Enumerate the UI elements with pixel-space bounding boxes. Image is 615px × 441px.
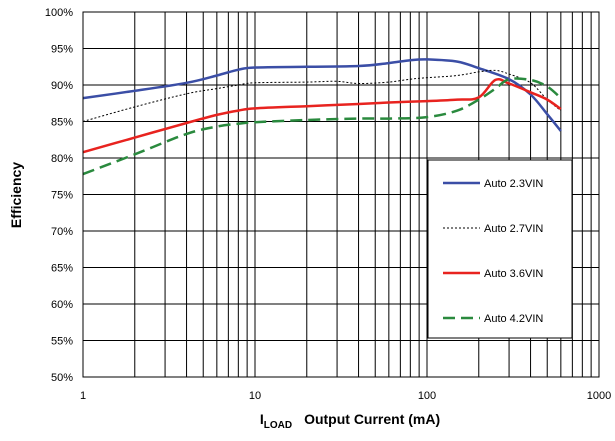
x-axis-title-subscript: LOAD — [264, 420, 292, 431]
y-tick-label: 85% — [51, 117, 73, 129]
x-tick-labels: 1 10 100 1000 — [80, 390, 611, 402]
x-tick-label: 1 — [80, 390, 86, 402]
legend-label-4: Auto 4.2VIN — [484, 313, 543, 325]
x-tick-label: 1000 — [587, 390, 611, 402]
plot-border — [82, 11, 600, 378]
y-tick-label: 65% — [51, 263, 73, 275]
y-tick-label: 50% — [51, 372, 73, 384]
y-tick-label: 95% — [51, 44, 73, 56]
x-tick-label: 10 — [249, 390, 261, 402]
legend-box — [427, 159, 573, 339]
series-line-1 — [82, 58, 562, 132]
legend: Auto 2.3VIN Auto 2.7VIN Auto 3.6VIN Auto 4.… — [427, 159, 573, 339]
x-axis-title-main: I — [260, 411, 264, 427]
series-line-4 — [82, 77, 562, 176]
y-axis-title: Efficiency — [8, 162, 24, 228]
y-tick-label: 80% — [51, 153, 73, 165]
x-axis-title: ILOAD Output Current (mA) — [260, 411, 440, 431]
y-tick-label: 90% — [51, 80, 73, 92]
y-tick-label: 75% — [51, 190, 73, 202]
legend-label-1: Auto 2.3VIN — [484, 178, 543, 190]
y-tick-label: 55% — [51, 336, 73, 348]
y-tick-label: 100% — [45, 7, 73, 19]
y-tick-label: 70% — [51, 226, 73, 238]
y-tick-labels: 50% 55% 60% 65% 70% 75% 80% 85% 90% 95% 100% — [45, 7, 73, 384]
series-line-2 — [82, 69, 562, 122]
x-tick-label: 100 — [418, 390, 436, 402]
series-line-3 — [82, 77, 562, 154]
legend-label-3: Auto 3.6VIN — [484, 268, 543, 280]
series-lines — [82, 58, 562, 176]
x-axis-title-rest: Output Current (mA) — [304, 411, 440, 427]
y-tick-label: 60% — [51, 299, 73, 311]
legend-label-2: Auto 2.7VIN — [484, 223, 543, 235]
